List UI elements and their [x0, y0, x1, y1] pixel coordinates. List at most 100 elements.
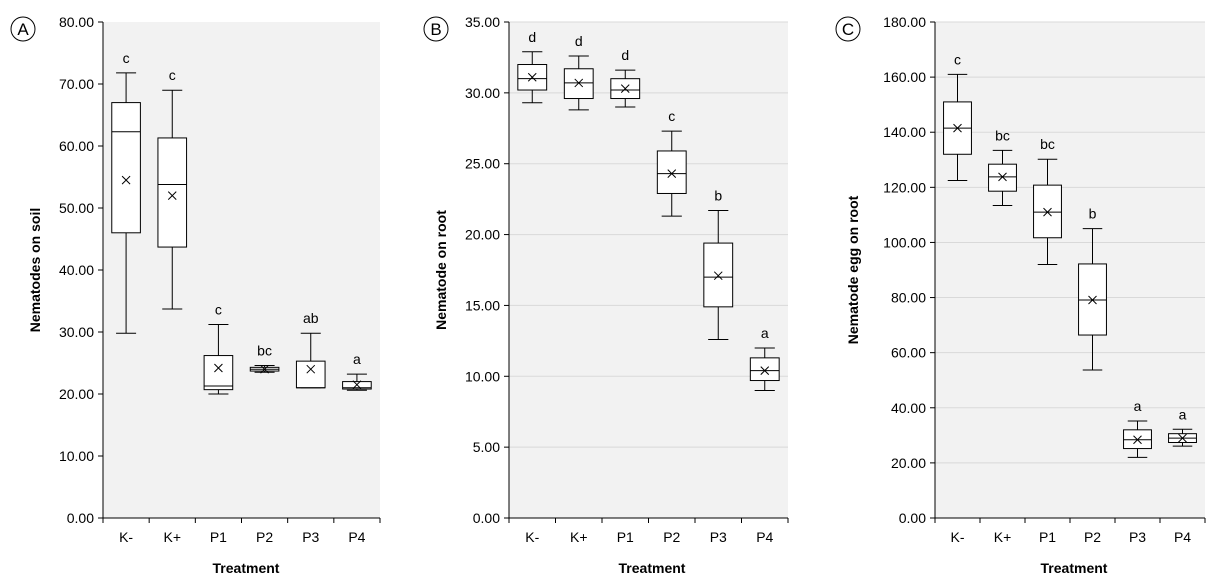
significance-letter: bc	[1040, 136, 1055, 152]
y-tick-label: 80.00	[891, 290, 926, 306]
significance-letter: bc	[257, 342, 272, 358]
box-P4: a	[1168, 406, 1197, 447]
box-K+: d	[563, 33, 594, 111]
mean-marker	[1088, 295, 1097, 305]
y-tick-label: 60.00	[59, 138, 94, 154]
iqr-box	[295, 360, 326, 389]
x-axis-title-c: Treatment	[1041, 560, 1108, 576]
box-P3: a	[1123, 398, 1152, 458]
y-tick-label: 10.00	[59, 448, 94, 464]
mean-marker	[760, 366, 770, 375]
significance-letter: d	[621, 47, 629, 63]
box-K+: bc	[988, 127, 1017, 207]
box-K+: c	[157, 67, 188, 310]
box-P2: b	[1078, 206, 1107, 371]
panel-label-circle-a	[10, 16, 36, 42]
y-tick-label: 10.00	[465, 368, 500, 384]
x-tick-label: P2	[663, 529, 680, 545]
x-tick-label: P2	[1084, 529, 1101, 545]
significance-letter: d	[575, 33, 583, 49]
x-axis-title-b: Treatment	[619, 560, 686, 576]
mean-marker	[214, 363, 223, 373]
plot-area-c	[935, 22, 1205, 518]
boxes-b: d d d c b a	[517, 29, 780, 391]
y-ticks-b: 0.00 5.00 10.00 15.00 20.00 25.00 30.00 35.00	[465, 14, 509, 526]
iqr-box	[563, 68, 594, 100]
y-tick-label: 0.00	[67, 510, 94, 526]
x-tick-label: P1	[617, 529, 634, 545]
panel-label-c: C	[842, 20, 854, 39]
significance-letter: b	[714, 187, 722, 203]
box-K-: c	[943, 51, 972, 181]
x-tick-label: P3	[710, 529, 727, 545]
box-P2: bc	[249, 342, 280, 374]
significance-letter: d	[528, 29, 536, 45]
box-P2: c	[656, 108, 687, 217]
x-tick-label: K+	[994, 529, 1012, 545]
x-tick-label: P4	[348, 529, 365, 545]
mean-marker	[306, 364, 316, 374]
significance-letter: a	[1179, 406, 1187, 422]
mean-marker	[953, 123, 962, 133]
iqr-box	[988, 163, 1017, 192]
y-tick-label: 20.00	[59, 386, 94, 402]
significance-letter: c	[169, 67, 176, 83]
boxes-a: c c c bc ab a	[111, 50, 372, 395]
x-tick-label: P3	[302, 529, 319, 545]
box-K-: d	[517, 29, 548, 104]
iqr-box	[111, 102, 141, 234]
y-tick-label: 140.00	[883, 124, 926, 140]
panel-a: c c c bc ab a 0.00 10.00 20.00 30.00 40.00 50.00 60…	[10, 14, 381, 576]
y-axis-title-a: Nematodes on soil	[27, 208, 43, 332]
iqr-box	[703, 242, 734, 308]
iqr-box	[749, 357, 780, 382]
significance-letter: c	[215, 302, 222, 318]
panel-b: d d d c b a 0.00 5.00 10.00 15.00 20.00 25.00 30.00…	[423, 14, 789, 576]
x-ticks-b: K- K+ P1 P2 P3 P4	[508, 518, 789, 545]
boxes-c: c bc bc b a a	[943, 51, 1197, 458]
y-tick-label: 35.00	[465, 14, 500, 30]
panel-label-a: A	[17, 20, 29, 39]
mean-marker	[1043, 207, 1052, 217]
x-tick-label: K+	[570, 529, 588, 545]
mean-marker	[574, 78, 584, 88]
mean-marker	[713, 271, 723, 281]
iqr-box	[157, 137, 188, 248]
panel-label-circle-c	[835, 16, 861, 42]
grid-b	[509, 21, 788, 448]
significance-letter: ab	[303, 310, 319, 326]
significance-letter: bc	[995, 127, 1010, 143]
y-tick-label: 30.00	[465, 85, 500, 101]
significance-letter: a	[761, 325, 769, 341]
plot-area-b	[509, 22, 788, 518]
y-tick-label: 25.00	[465, 156, 500, 172]
box-P4: a	[749, 325, 780, 391]
iqr-box	[656, 150, 687, 194]
significance-letter: a	[1134, 398, 1142, 414]
panel-label-circle-b	[423, 16, 449, 42]
mean-marker	[1133, 435, 1142, 445]
x-tick-label: P4	[756, 529, 773, 545]
x-tick-label: P1	[1039, 529, 1056, 545]
iqr-box	[203, 355, 234, 391]
significance-letter: c	[954, 51, 961, 67]
y-tick-label: 60.00	[891, 345, 926, 361]
mean-marker	[167, 191, 177, 200]
y-ticks-a: 0.00 10.00 20.00 30.00 40.00 50.00 60.00 70.00 8…	[59, 14, 103, 526]
box-P3: b	[703, 187, 734, 340]
y-tick-label: 160.00	[883, 69, 926, 85]
box-P1: c	[203, 302, 234, 395]
box-K-: c	[111, 50, 141, 334]
mean-marker	[667, 169, 677, 178]
significance-letter: b	[1089, 206, 1097, 222]
y-tick-label: 15.00	[465, 297, 500, 313]
significance-letter: c	[668, 108, 675, 124]
mean-marker	[260, 364, 269, 374]
y-tick-label: 80.00	[59, 14, 94, 30]
box-P4: a	[342, 351, 372, 391]
panel-c: c bc bc b a a 0.00 20.00 40.00 60.00 80.00 100.00 1…	[835, 14, 1206, 576]
mean-marker	[352, 380, 362, 390]
x-tick-label: P3	[1129, 529, 1146, 545]
y-tick-label: 30.00	[59, 324, 94, 340]
